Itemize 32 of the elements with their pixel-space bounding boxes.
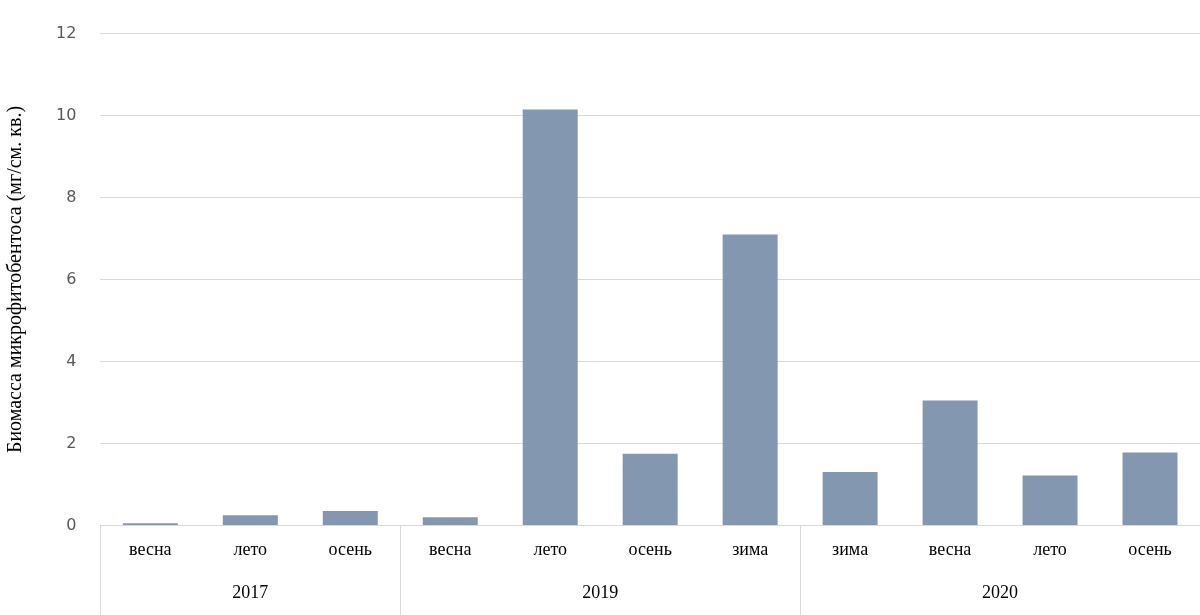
x-tick-label: осень — [328, 538, 373, 559]
text: 2017 — [232, 582, 269, 603]
y-tick-label: 2 — [66, 432, 77, 452]
y-tick-label: 6 — [66, 268, 77, 288]
x-tick-label: осень — [628, 538, 672, 559]
x-tick-label: лето — [1033, 538, 1067, 559]
y-tick-label: 8 — [66, 186, 77, 206]
bar — [622, 453, 678, 525]
y-tick-label: 10 — [56, 104, 77, 124]
x-tick-label: лето — [233, 538, 268, 559]
bar — [522, 109, 578, 525]
bar — [722, 234, 778, 525]
y-tick-label: 0 — [66, 514, 77, 534]
bar — [822, 472, 878, 525]
x-tick-label: осень — [1128, 538, 1172, 559]
x-tick-label: зима — [832, 538, 869, 559]
y-axis-title: Биомасса микрофитобентоса (мг/см. кв.) — [3, 105, 27, 454]
x-tick-label: весна — [429, 538, 472, 559]
text: 2020 — [982, 582, 1019, 603]
x-tick-label: зима — [732, 538, 769, 559]
y-tick-label: 12 — [56, 22, 77, 42]
x-tick-label: весна — [129, 538, 172, 559]
bar — [222, 515, 278, 525]
bar — [422, 517, 478, 525]
y-tick-label: 4 — [66, 350, 77, 370]
x-tick-label: весна — [928, 538, 972, 559]
x-tick-label: лето — [533, 538, 568, 559]
text: 2019 — [582, 582, 619, 603]
bar — [1022, 475, 1078, 525]
bar — [1122, 452, 1178, 525]
bar — [922, 400, 978, 525]
bar — [322, 511, 378, 525]
